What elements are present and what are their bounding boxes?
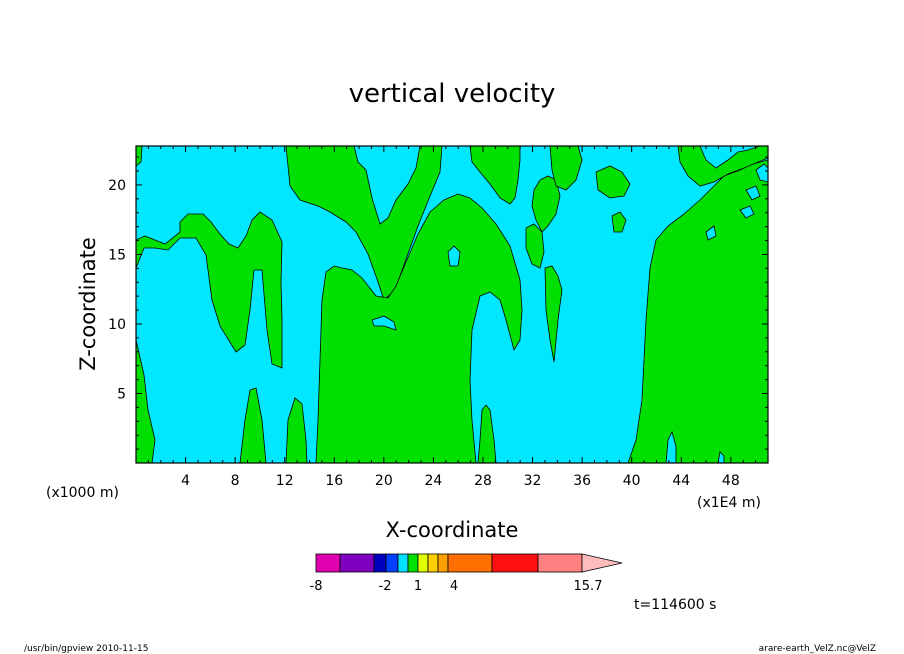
y-tick-marks (136, 156, 768, 450)
x-tick-label: 4 (181, 473, 190, 489)
colorbar-cell (427, 553, 439, 573)
colorbar-arrow (581, 553, 623, 573)
plot-frame (135, 145, 769, 464)
negative-island (705, 225, 717, 241)
positive-region (544, 265, 563, 363)
colorbar-label: 15.7 (574, 579, 603, 594)
x-tick-marks (147, 146, 757, 463)
positive-region (477, 404, 497, 464)
colorbar-cell (417, 553, 429, 573)
positive-region (627, 159, 769, 464)
x-unit-right: (x1E4 m) (697, 495, 761, 511)
positive-region (135, 211, 283, 369)
colorbar-label: 4 (450, 579, 458, 594)
time-label: t=114600 s (634, 597, 716, 613)
x-tick-label: 28 (474, 473, 492, 489)
x-axis-title: X-coordinate (386, 518, 519, 542)
colorbar-cell (339, 553, 375, 573)
y-tick-label: 10 (108, 317, 126, 333)
positive-region (611, 211, 627, 233)
positive-region (285, 145, 521, 301)
colorbar-cell (397, 553, 409, 573)
colorbar-labels: -8 -2 1 4 15.7 (310, 579, 603, 594)
positive-region (531, 175, 561, 233)
y-tick-label: 20 (108, 178, 126, 194)
x-tick-label: 20 (375, 473, 393, 489)
negative-island (371, 315, 397, 331)
x-tick-label: 8 (231, 473, 240, 489)
x-tick-label: 48 (722, 473, 740, 489)
colorbar-cell (491, 553, 539, 573)
colorbar-cell (537, 553, 583, 573)
x-tick-label: 24 (424, 473, 442, 489)
positive-region (525, 223, 545, 269)
colorbar-cell (447, 553, 493, 573)
plot-area (135, 145, 769, 464)
x-tick-label: 12 (276, 473, 294, 489)
colorbar (315, 553, 623, 573)
positive-region (549, 145, 583, 191)
footer-right: arare-earth_VelZ.nc@VelZ (759, 644, 876, 654)
negative-velocity-islands (371, 163, 769, 464)
negative-island (745, 185, 761, 201)
x-tick-label: 16 (325, 473, 343, 489)
colorbar-label: -2 (379, 579, 392, 594)
colorbar-label: -8 (310, 579, 323, 594)
colorbar-cell (437, 553, 449, 573)
y-tick-labels: 5 10 15 20 (108, 178, 126, 403)
negative-island (447, 245, 461, 267)
y-tick-label: 5 (117, 386, 126, 402)
positive-region (315, 193, 523, 464)
chart-title: vertical velocity (349, 79, 556, 109)
x-tick-labels: 4 8 12 16 20 24 28 32 36 40 44 48 (181, 473, 740, 489)
y-axis-title: Z-coordinate (76, 237, 100, 371)
x-tick-label: 40 (623, 473, 641, 489)
y-tick-label: 15 (108, 247, 126, 263)
colorbar-cell (385, 553, 399, 573)
x-tick-label: 32 (524, 473, 542, 489)
x-tick-label: 44 (672, 473, 690, 489)
colorbar-cell (407, 553, 419, 573)
footer-left: /usr/bin/gpview 2010-11-15 (24, 644, 148, 654)
positive-region (595, 165, 631, 199)
x-unit-left: (x1000 m) (46, 485, 119, 501)
colorbar-label: 1 (414, 579, 422, 594)
colorbar-cell (315, 553, 341, 573)
negative-island (739, 205, 755, 219)
colorbar-cell (373, 553, 387, 573)
x-tick-label: 36 (573, 473, 591, 489)
positive-velocity-regions (135, 145, 769, 464)
